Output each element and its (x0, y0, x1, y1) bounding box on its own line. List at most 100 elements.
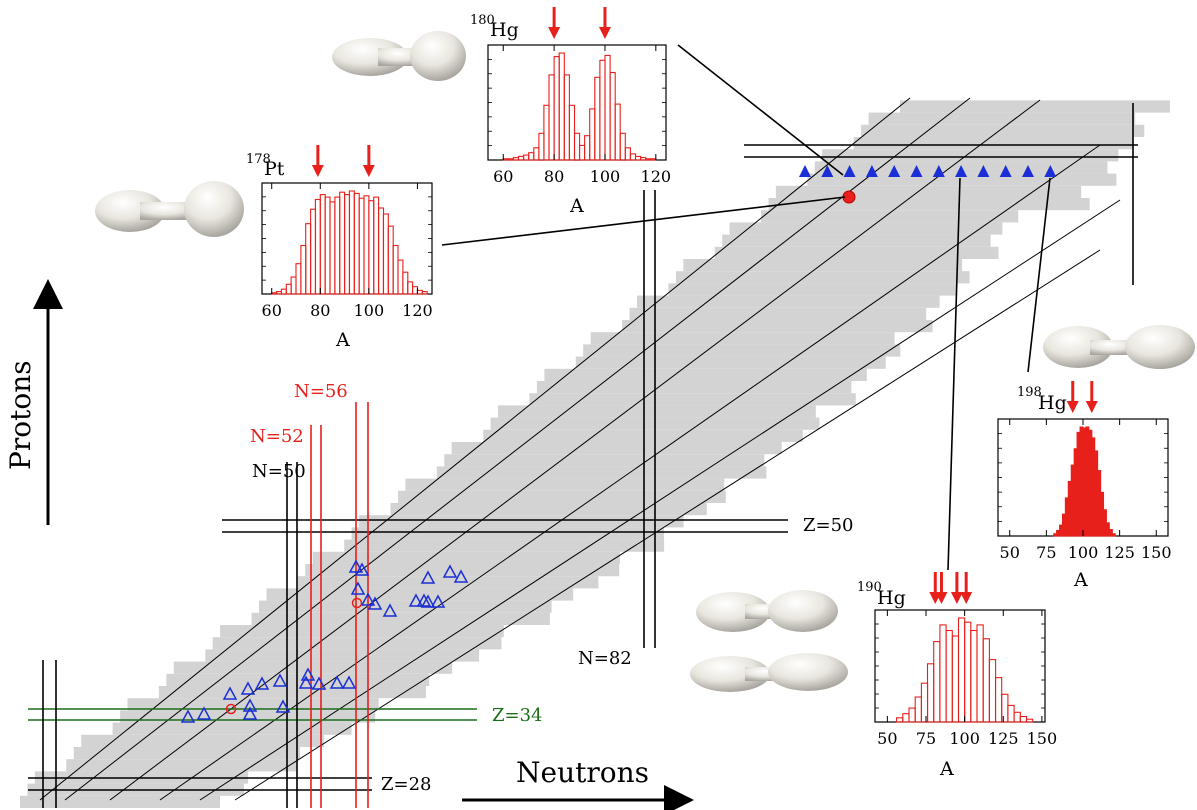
open-triangle-marker (311, 676, 327, 690)
hg198-mass: 198 (1017, 385, 1042, 400)
pt178-mass: 178 (246, 152, 271, 167)
inset-hg198: 198 Hg 50 75 100 125 150 A (997, 385, 1172, 591)
band-row (212, 637, 502, 650)
band-row (444, 454, 765, 467)
tick-label: 50 (1000, 543, 1020, 562)
peak-arrow (950, 572, 963, 604)
band-row (436, 466, 767, 479)
nucleus-shape-pt178 (95, 181, 244, 237)
open-triangle-marker (420, 594, 436, 608)
tick-label: 125 (988, 729, 1019, 748)
band-row (536, 381, 852, 394)
label-n82: N=82 (578, 648, 632, 669)
band-row (66, 759, 297, 772)
open-triangle-marker (272, 673, 288, 687)
protons-label: Protons (4, 360, 37, 470)
peak-arrow (1066, 381, 1079, 413)
band-row (498, 405, 816, 418)
hg180-xlabel: A (569, 195, 584, 217)
hg198-xlabel: A (1073, 569, 1088, 591)
open-triangle-marker (416, 593, 432, 607)
filled-triangle-marker (955, 165, 968, 177)
nucleus-shape-hg198 (1043, 325, 1195, 369)
peak-arrow (362, 145, 375, 177)
open-triangle-marker (298, 675, 314, 689)
band-row (451, 442, 782, 455)
filled-triangle-marker (1022, 165, 1034, 177)
band-row (112, 722, 352, 735)
band-row (822, 149, 1119, 162)
open-triangle-marker (196, 706, 212, 720)
open-circle-marker (225, 703, 237, 715)
filled-triangle-marker (977, 165, 990, 177)
band-row (629, 307, 927, 320)
band-row (583, 344, 901, 357)
filled-triangle-marker (821, 165, 834, 177)
open-triangle-marker (254, 676, 270, 690)
tick-label: 80 (310, 301, 330, 320)
band-row (722, 234, 991, 247)
band-row (351, 527, 664, 540)
histogram-hg198 (1053, 426, 1116, 537)
open-triangle-marker (382, 603, 398, 617)
histogram-bar (1111, 533, 1116, 537)
band-row (900, 100, 1170, 113)
filled-triangle-marker (999, 165, 1012, 177)
open-triangles (180, 559, 469, 723)
band-row (729, 222, 1003, 235)
n-left-lines (42, 660, 57, 808)
tick-label: 75 (1036, 543, 1056, 562)
peak-arrow (935, 572, 948, 604)
histogram-bar (421, 291, 428, 295)
ticks-hg190: 50 75 100 125 150 (875, 610, 1057, 748)
label-n50: N=50 (252, 461, 306, 482)
band-row (529, 393, 856, 406)
band-row (398, 490, 726, 503)
hg180-element: Hg (490, 19, 519, 41)
filled-triangles (799, 165, 1057, 177)
open-triangle-marker (300, 667, 316, 681)
inset-hg180: 180 Hg 60 80 100 120 A (470, 13, 671, 217)
band-row (359, 515, 684, 528)
peak-arrow (960, 572, 973, 604)
band-row (81, 734, 324, 747)
n50-lines (286, 462, 298, 808)
open-triangle-marker (408, 593, 424, 607)
hg180-mass: 180 (470, 13, 495, 28)
band-row (683, 259, 963, 272)
filled-triangle-marker (932, 165, 945, 177)
peak-arrow (1085, 381, 1098, 413)
tick-label: 100 (590, 167, 621, 186)
band-row (344, 539, 665, 552)
histogram-bar (1025, 718, 1034, 723)
peak-arrow (548, 7, 561, 39)
nucleus-shape-hg180 (332, 31, 466, 81)
open-triangle-marker (420, 570, 436, 584)
ticks-hg198: 50 75 100 125 150 (998, 419, 1172, 562)
open-triangle-marker (242, 706, 258, 720)
z50-lines (222, 519, 788, 533)
filled-triangle-marker (888, 165, 901, 177)
tick-label: 150 (1141, 543, 1172, 562)
band-row (637, 295, 940, 308)
label-z50: Z=50 (803, 515, 854, 536)
tick-label: 50 (877, 729, 897, 748)
open-triangle-marker (442, 564, 458, 578)
open-triangle-marker (367, 596, 383, 610)
n52-lines (310, 425, 322, 808)
nucleus-shape-hg190-b (690, 653, 848, 692)
band-row (761, 210, 1019, 223)
n82-lines (643, 190, 656, 648)
tick-label: 100 (949, 729, 980, 748)
tick-label: 60 (262, 301, 282, 320)
band-row (390, 503, 707, 516)
open-triangle-marker (240, 681, 256, 695)
histogram-bar (568, 104, 576, 161)
tick-label: 80 (544, 167, 564, 186)
inset-pt178: 178 Pt 60 80 100 120 A (246, 152, 433, 351)
band-row (483, 429, 803, 442)
open-triangle-marker (348, 559, 364, 573)
band-row (853, 137, 1134, 150)
open-triangle-marker (350, 581, 366, 595)
